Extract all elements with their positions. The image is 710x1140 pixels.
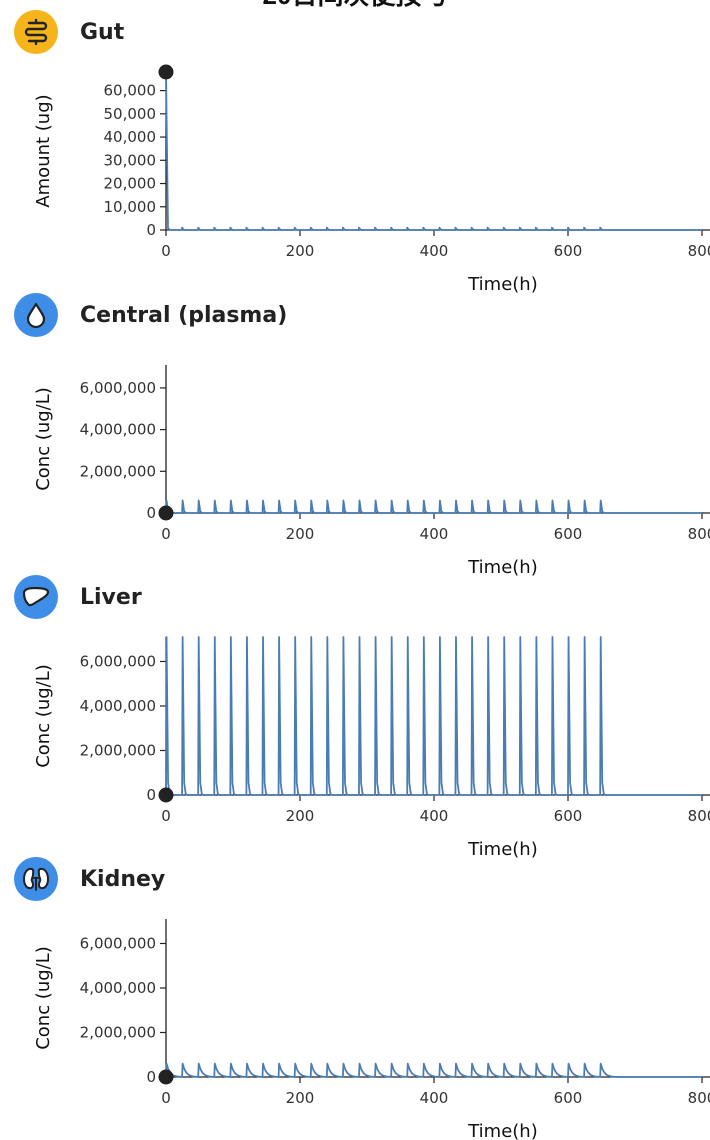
x-tick-label: 600 [554, 1089, 583, 1107]
x-axis-label: Time(h) [467, 839, 538, 858]
series-line [165, 636, 702, 796]
y-tick-label: 0 [146, 504, 156, 522]
start-point-marker [158, 64, 174, 80]
x-tick-label: 600 [554, 242, 583, 260]
series-line [165, 71, 702, 231]
y-tick-label: 40,000 [104, 128, 157, 146]
panel-title: Liver [80, 584, 142, 610]
y-tick-label: 20,000 [104, 175, 157, 193]
y-tick-label: 6,000,000 [80, 652, 156, 670]
start-point-marker [158, 1069, 174, 1085]
x-tick-label: 0 [161, 1089, 171, 1107]
panel-title: Kidney [80, 866, 166, 892]
y-tick-label: 6,000,000 [80, 379, 156, 397]
x-axis-label: Time(h) [467, 1121, 538, 1140]
y-tick-label: 4,000,000 [80, 421, 156, 439]
kidney-icon [14, 857, 58, 901]
x-tick-label: 800 [688, 242, 710, 260]
y-tick-label: 4,000,000 [80, 697, 156, 715]
x-tick-label: 400 [420, 525, 449, 543]
panel-header: Gut [14, 10, 124, 54]
x-tick-label: 800 [688, 807, 710, 825]
chart-panel-liver: Liver 0 200 400 600 800 0 2,000,000 4,000,000 6,… [0, 575, 710, 858]
y-tick-label: 0 [146, 786, 156, 804]
panel-title: Central (plasma) [80, 302, 288, 328]
liver-icon [14, 575, 58, 619]
x-tick-label: 600 [554, 525, 583, 543]
y-tick-label: 30,000 [104, 151, 157, 169]
chart-kidney: 0 200 400 600 800 0 2,000,000 4,000,000 6,000,00… [33, 919, 710, 1140]
x-tick-label: 200 [286, 525, 315, 543]
y-axis-label: Conc (ug/L) [33, 387, 54, 491]
panel-header: Liver [14, 575, 142, 619]
y-tick-label: 4,000,000 [80, 979, 156, 997]
y-tick-label: 2,000,000 [80, 741, 156, 759]
chart-gut: 0 200 400 600 800 0 10,000 20,000 30,000 40,000 50… [33, 64, 710, 293]
x-tick-label: 800 [688, 1089, 710, 1107]
panel-title: Gut [80, 19, 125, 45]
chart-panel-gut: Gut 0 200 400 600 800 0 10,000 20,000 30,000 40,0… [0, 10, 710, 293]
y-tick-label: 60,000 [104, 82, 157, 100]
drop-icon [14, 293, 58, 337]
series-line [165, 499, 702, 514]
start-point-marker [158, 787, 174, 803]
chart-liver: 0 200 400 600 800 0 2,000,000 4,000,000 6,000,00… [33, 636, 710, 858]
x-tick-label: 400 [420, 807, 449, 825]
chart-panel-central: Central (plasma) 0 200 400 600 800 0 2,000,000… [0, 293, 710, 576]
y-axis-label: Conc (ug/L) [33, 664, 54, 768]
x-tick-label: 200 [286, 242, 315, 260]
x-tick-label: 800 [688, 525, 710, 543]
y-axis-label: Amount (ug) [33, 94, 54, 207]
chart-panel-kidney: Kidney 0 200 400 600 800 0 2,000,000 4,000,000 6… [0, 857, 710, 1140]
x-axis-label: Time(h) [467, 557, 538, 576]
panel-header: Central (plasma) [14, 293, 287, 337]
x-tick-label: 0 [161, 807, 171, 825]
panel-header: Kidney [14, 857, 165, 901]
x-tick-label: 400 [420, 1089, 449, 1107]
x-tick-label: 200 [286, 807, 315, 825]
y-tick-label: 0 [146, 1068, 156, 1086]
x-tick-label: 600 [554, 807, 583, 825]
page-title: 20日间灰便按与 [0, 0, 710, 8]
x-tick-label: 400 [420, 242, 449, 260]
x-axis-label: Time(h) [467, 274, 538, 293]
y-tick-label: 10,000 [104, 198, 157, 216]
y-tick-label: 0 [146, 221, 156, 239]
y-tick-label: 2,000,000 [80, 1023, 156, 1041]
chart-central: 0 200 400 600 800 0 2,000,000 4,000,000 6,000,00… [33, 365, 710, 576]
y-tick-label: 50,000 [104, 105, 157, 123]
y-tick-label: 2,000,000 [80, 462, 156, 480]
y-tick-label: 6,000,000 [80, 934, 156, 952]
x-tick-label: 0 [161, 525, 171, 543]
intestine-icon [14, 10, 58, 54]
x-tick-label: 0 [161, 242, 171, 260]
x-tick-label: 200 [286, 1089, 315, 1107]
series-line [165, 1062, 702, 1078]
start-point-marker [158, 505, 174, 521]
y-axis-label: Conc (ug/L) [33, 946, 54, 1050]
